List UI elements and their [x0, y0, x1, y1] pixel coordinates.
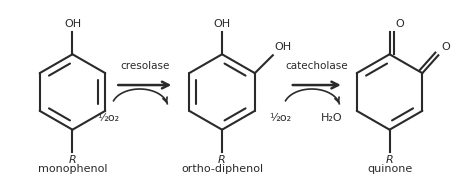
Text: catecholase: catecholase — [285, 61, 348, 71]
Text: ortho-diphenol: ortho-diphenol — [181, 164, 263, 174]
Text: ½o₂: ½o₂ — [97, 113, 119, 123]
Text: R: R — [69, 156, 76, 165]
Text: OH: OH — [275, 42, 292, 52]
Text: O: O — [441, 42, 450, 52]
Text: quinone: quinone — [367, 164, 412, 174]
Text: monophenol: monophenol — [38, 164, 107, 174]
Text: cresolase: cresolase — [120, 61, 170, 71]
Text: R: R — [218, 156, 226, 165]
Text: R: R — [386, 156, 393, 165]
Text: ½o₂: ½o₂ — [269, 113, 291, 123]
Text: O: O — [395, 19, 404, 30]
Text: OH: OH — [213, 19, 231, 30]
Text: H₂O: H₂O — [321, 113, 343, 123]
Text: OH: OH — [64, 19, 81, 30]
